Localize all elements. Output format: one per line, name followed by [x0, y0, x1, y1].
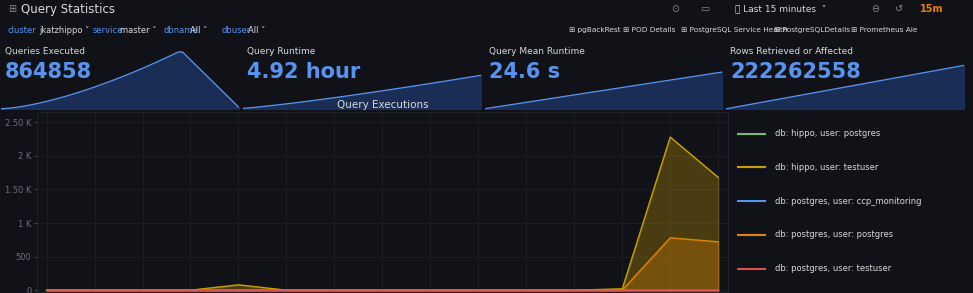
Text: ⊖: ⊖	[871, 4, 879, 14]
Text: Query Mean Runtime: Query Mean Runtime	[488, 47, 585, 56]
Text: Query Statistics: Query Statistics	[21, 3, 116, 16]
Text: 222262558: 222262558	[731, 62, 861, 82]
Text: 864858: 864858	[5, 62, 92, 82]
Text: db: hippo, user: testuser: db: hippo, user: testuser	[775, 163, 879, 172]
Text: ⊞ Prometheus Ale: ⊞ Prometheus Ale	[851, 27, 918, 33]
Text: ⊞ POD Details: ⊞ POD Details	[623, 27, 675, 33]
Text: service: service	[92, 26, 123, 35]
Text: 4.92 hour: 4.92 hour	[247, 62, 360, 82]
Text: 15m: 15m	[919, 4, 943, 14]
Text: ▭: ▭	[701, 4, 710, 14]
Text: cluster: cluster	[8, 26, 37, 35]
Text: ↺: ↺	[895, 4, 903, 14]
Text: db: hippo, user: postgres: db: hippo, user: postgres	[775, 129, 881, 138]
Text: Rows Retrieved or Affected: Rows Retrieved or Affected	[731, 47, 853, 56]
Text: db: postgres, user: testuser: db: postgres, user: testuser	[775, 264, 891, 273]
Text: ⊞ PostgreSQL Service Health: ⊞ PostgreSQL Service Health	[681, 27, 787, 33]
Text: All ˅: All ˅	[248, 26, 266, 35]
Text: ⏱ Last 15 minutes  ˅: ⏱ Last 15 minutes ˅	[735, 5, 826, 14]
Text: ⊙: ⊙	[671, 4, 679, 14]
Text: db: postgres, user: ccp_monitoring: db: postgres, user: ccp_monitoring	[775, 197, 921, 206]
Text: ⊞ PostgreSQLDetails: ⊞ PostgreSQLDetails	[774, 27, 849, 33]
Text: ⊞: ⊞	[8, 4, 16, 14]
Text: master ˅: master ˅	[120, 26, 157, 35]
Text: dbuser: dbuser	[222, 26, 251, 35]
Text: 24.6 s: 24.6 s	[488, 62, 559, 82]
Text: Queries Executed: Queries Executed	[5, 47, 85, 56]
Text: db: postgres, user: postgres: db: postgres, user: postgres	[775, 230, 893, 239]
Text: Query Runtime: Query Runtime	[247, 47, 315, 56]
Title: Query Executions: Query Executions	[337, 100, 428, 110]
Text: All ˅: All ˅	[190, 26, 207, 35]
Text: dbname: dbname	[163, 26, 198, 35]
Text: ⊞ pgBackRest: ⊞ pgBackRest	[569, 27, 621, 33]
Text: jkatzhippo ˅: jkatzhippo ˅	[39, 26, 90, 35]
